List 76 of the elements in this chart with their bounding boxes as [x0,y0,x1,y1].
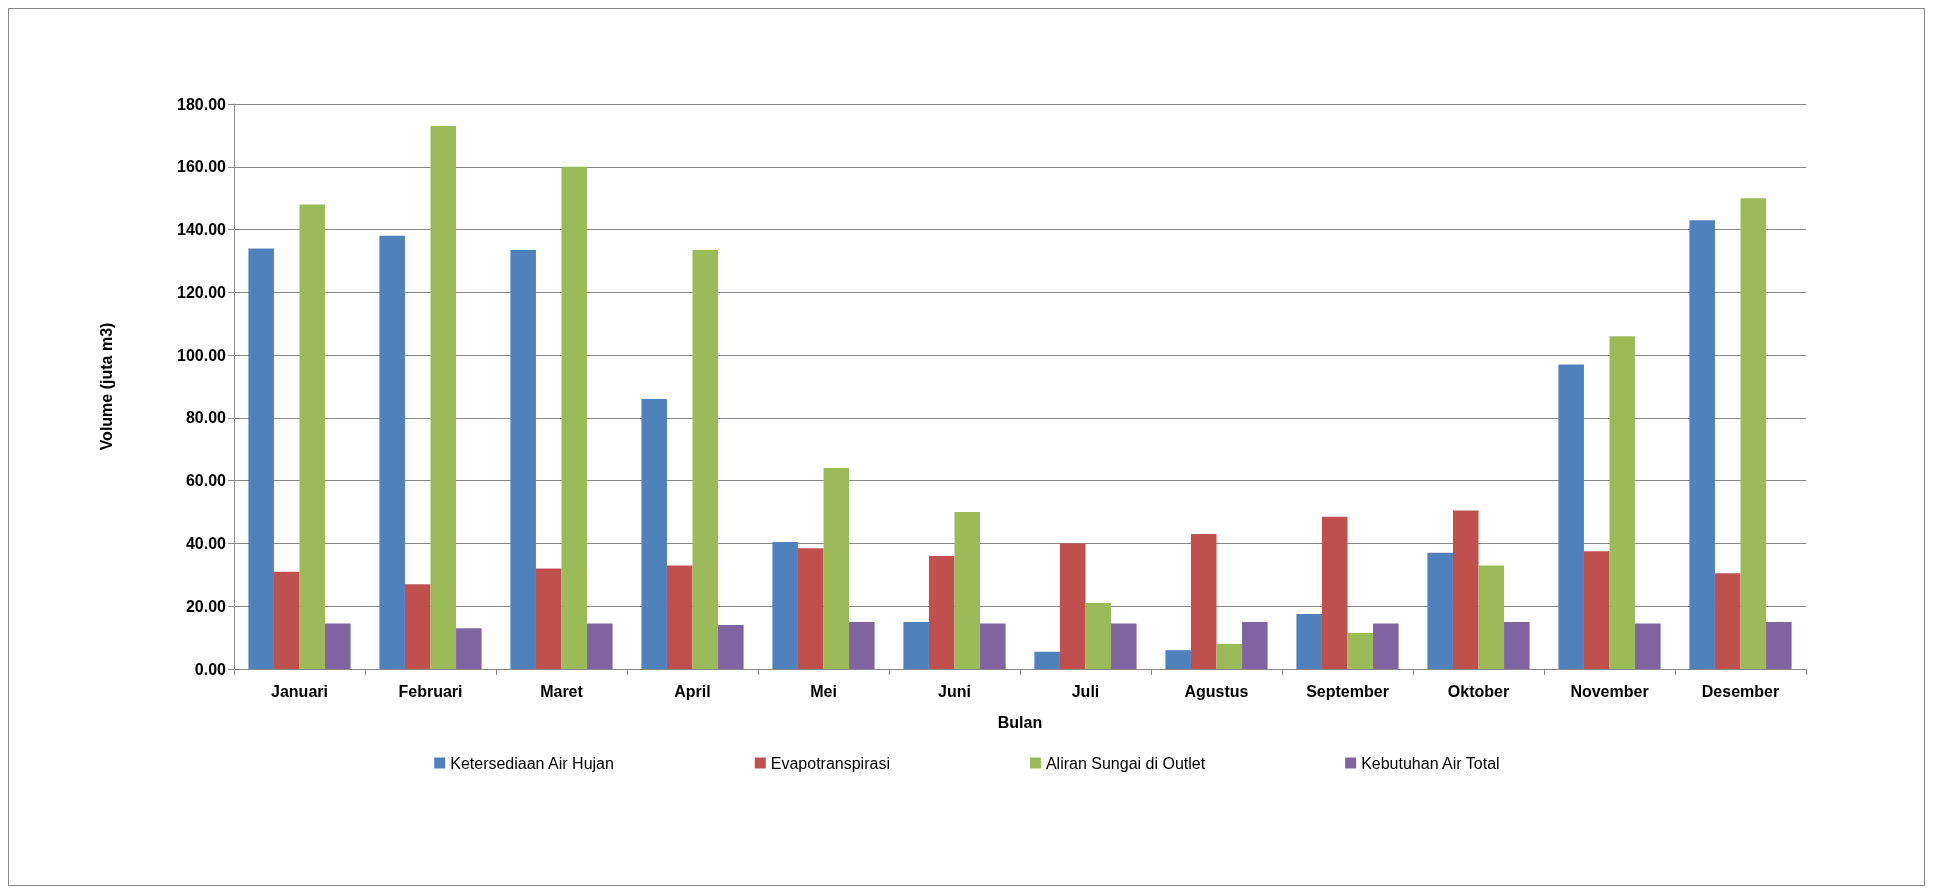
bar [1689,220,1715,669]
x-tick-label: Desember [1701,682,1780,700]
bar [797,548,824,669]
bar [772,541,798,669]
bar [1296,614,1322,669]
bar [1165,650,1191,669]
bar [980,623,1006,669]
x-tick-label: April [674,682,711,700]
bar [561,166,588,669]
bar [1321,516,1348,669]
y-tick-label: 20.00 [185,597,227,615]
legend-label: Evapotranspirasi [770,754,890,772]
x-tick-label: Februari [398,682,463,700]
bar [299,204,326,669]
bar [510,249,536,669]
x-tick-label: Oktober [1447,682,1510,700]
x-tick-label: Januari [271,682,328,700]
bar [1085,603,1112,669]
bar [1034,651,1060,669]
bar [1609,336,1636,669]
x-tick-label: Juli [1071,682,1100,700]
bar [849,621,875,669]
x-tick-label: Agustus [1184,682,1249,700]
y-tick-label: 160.00 [177,158,227,176]
bar [535,568,562,669]
x-axis-title: Bulan [997,713,1043,731]
bar [325,623,351,669]
legend-label: Kebutuhan Air Total [1361,754,1500,772]
bar [1347,632,1374,669]
bar [404,584,431,669]
bar [1190,534,1217,669]
y-tick-label: 180.00 [177,95,227,113]
bar [273,571,300,669]
bar [1635,623,1661,669]
bar [1059,543,1086,669]
bar [1766,621,1792,669]
bar [1504,621,1530,669]
bar [1242,621,1268,669]
bar [903,621,929,669]
x-tick-label: September [1306,682,1389,700]
bar [928,556,955,669]
bar [1558,364,1584,669]
x-tick-label: Maret [540,682,584,700]
x-tick-label: November [1570,682,1649,700]
bar [587,623,613,669]
bar [823,468,850,669]
y-tick-label: 140.00 [177,221,227,239]
y-tick-label: 40.00 [185,534,227,552]
bar [1583,551,1610,669]
bar [1111,623,1137,669]
legend-label: Ketersediaan Air Hujan [450,754,614,772]
bar [1714,573,1741,669]
y-tick-label: 60.00 [185,472,227,490]
bar [1427,552,1453,669]
bar [666,565,693,669]
y-axis-title: Volume (juta m3) [97,322,115,451]
bar [692,249,719,669]
bar [379,235,405,669]
y-tick-label: 80.00 [185,409,227,427]
bar [1478,565,1505,669]
y-tick-label: 120.00 [177,283,227,301]
bar [456,628,482,669]
bar [1452,510,1479,669]
bar [1740,198,1767,669]
bar [248,248,274,669]
y-tick-label: 100.00 [177,346,227,364]
bar [954,512,981,669]
bar [718,625,744,669]
bar [1216,643,1243,669]
y-tick-label: 0.00 [194,660,227,678]
bar [641,399,667,669]
x-tick-label: Mei [810,682,837,700]
legend-label: Aliran Sungai di Outlet [1045,754,1206,772]
x-tick-label: Juni [938,682,971,700]
bar [430,125,457,669]
bar [1373,623,1399,669]
